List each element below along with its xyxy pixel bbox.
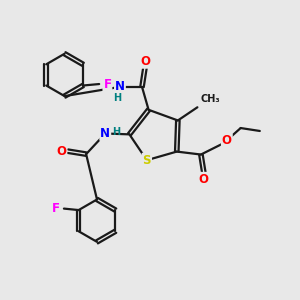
Text: N: N <box>100 127 110 140</box>
Text: N: N <box>115 80 125 93</box>
Text: H: H <box>113 93 121 103</box>
Text: F: F <box>52 202 60 215</box>
Text: O: O <box>199 173 209 186</box>
Text: O: O <box>222 134 232 147</box>
Text: O: O <box>140 55 150 68</box>
Text: S: S <box>142 154 151 167</box>
Text: H: H <box>112 127 121 137</box>
Text: O: O <box>56 145 66 158</box>
Text: CH₃: CH₃ <box>200 94 220 104</box>
Text: F: F <box>103 77 111 91</box>
